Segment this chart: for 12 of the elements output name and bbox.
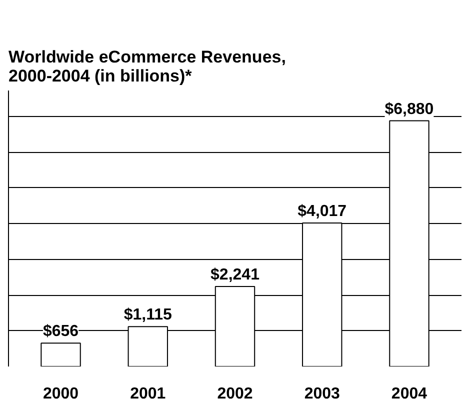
- x-tick-label: 2003: [304, 386, 340, 401]
- x-tick-label: 2002: [217, 386, 253, 401]
- data-label: $656: [42, 323, 79, 340]
- data-label: $4,017: [298, 203, 347, 220]
- data-label: $1,115: [124, 306, 172, 324]
- x-tick-label: 2001: [130, 386, 166, 401]
- x-tick-label: 2000: [42, 386, 79, 401]
- bar: [40, 342, 81, 366]
- data-label: $2,241: [210, 266, 260, 284]
- x-tick-label: 2004: [391, 386, 428, 401]
- chart-title: Worldwide eCommerce Revenues, 2000-2004 (in billions)*: [8, 48, 286, 86]
- data-label: $6,880: [384, 100, 434, 118]
